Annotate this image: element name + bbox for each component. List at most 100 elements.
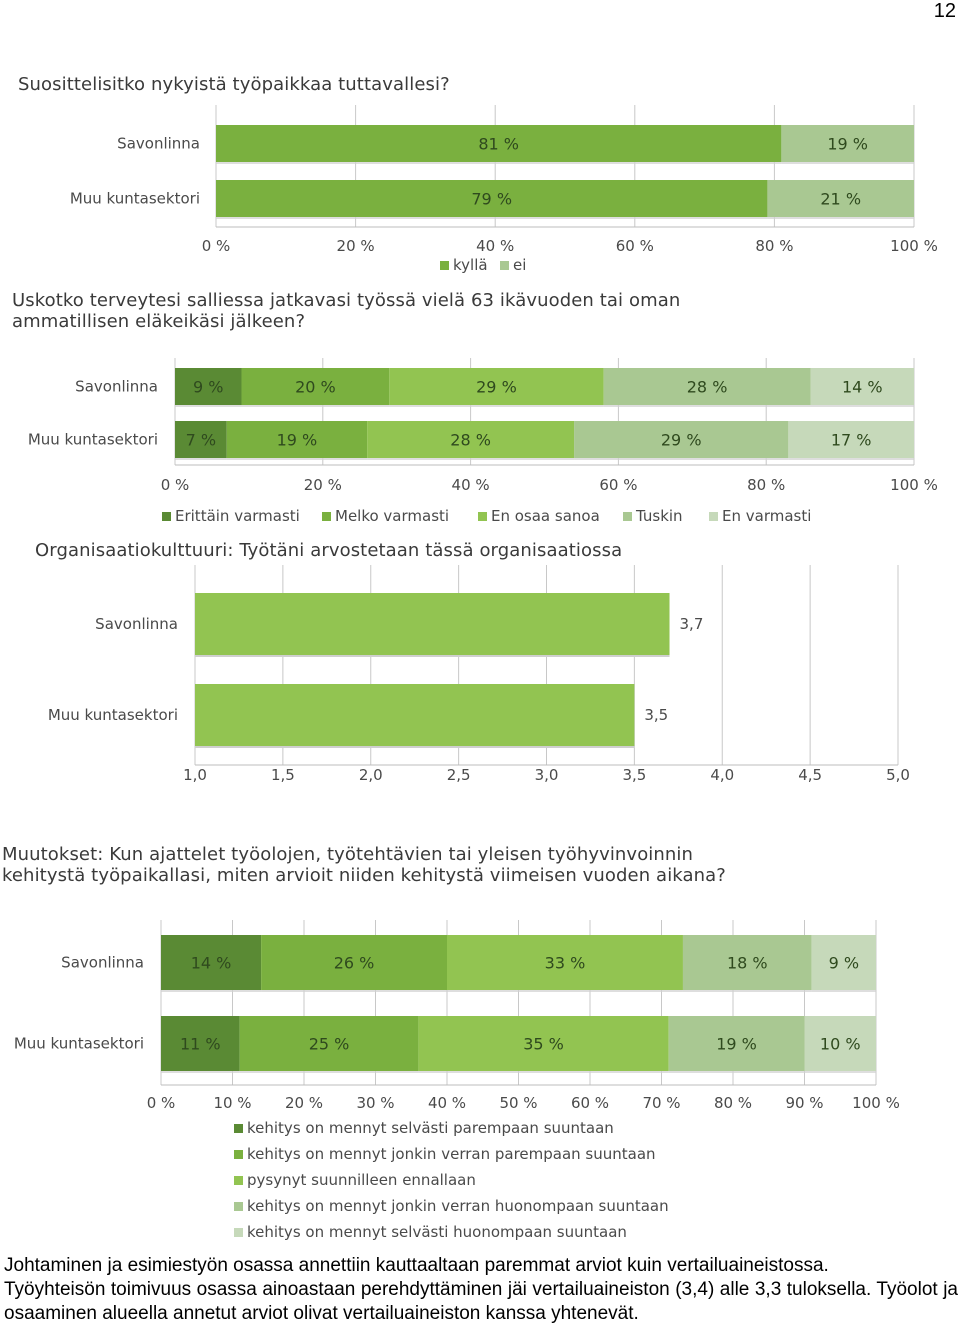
data-label: 19 %	[827, 135, 868, 154]
bar-shadow	[216, 162, 782, 164]
chart-2-title: Uskotko terveytesi salliessa jatkavasi t…	[12, 290, 681, 332]
chart-3-appreciation: 1,0 1,5 2,0 2,5 3,0 3,5 4,0 4,5 5,0 Savonlinna Muu…	[48, 565, 910, 784]
data-label: 14 %	[842, 378, 883, 397]
x-tick-label: 2,5	[447, 766, 471, 784]
bar-shadow	[195, 655, 670, 657]
bar-shadow	[226, 458, 368, 460]
x-tick-label: 70 %	[642, 1094, 680, 1112]
bar-segment	[781, 125, 914, 162]
legend-swatch	[322, 512, 331, 521]
legend-label: kehitys on mennyt selvästi huonompaan su…	[247, 1223, 627, 1241]
bar-segment	[216, 125, 782, 162]
bar-segment	[216, 180, 768, 217]
bar-segment	[788, 421, 914, 458]
x-tick-label: 0 %	[161, 476, 190, 494]
data-label: 14 %	[191, 954, 232, 973]
bar-segment	[810, 368, 914, 405]
data-label: 21 %	[820, 190, 861, 209]
data-label: 9 %	[829, 954, 859, 973]
legend-swatch	[440, 261, 449, 270]
bar-segment	[811, 935, 876, 990]
chart-1-title: Suosittelisitko nykyistä työpaikkaa tutt…	[18, 74, 450, 95]
bar-shadow	[195, 746, 635, 748]
chart-1-recommend: 0 % 20 % 40 % 60 % 80 % 100 % Savonlinna Muu ku…	[70, 105, 938, 274]
bar	[195, 593, 670, 655]
bar-segment	[574, 421, 789, 458]
data-label: 33 %	[545, 954, 586, 973]
data-label: 7 %	[186, 431, 216, 450]
x-tick-label: 0 %	[202, 237, 231, 255]
category-label: Savonlinna	[117, 135, 200, 153]
bar-segment	[241, 368, 390, 405]
chart-4-title: Muutokset: Kun ajattelet työolojen, työt…	[2, 844, 726, 886]
bar-shadow	[175, 458, 227, 460]
data-label: 35 %	[523, 1035, 564, 1054]
x-tick-label: 100 %	[890, 476, 938, 494]
legend-swatch	[623, 512, 632, 521]
legend-label: pysynyt suunnilleen ennallaan	[247, 1171, 476, 1189]
bar-shadow	[447, 990, 683, 992]
legend-swatch	[234, 1228, 243, 1237]
data-label: 11 %	[180, 1035, 221, 1054]
x-tick-label: 20 %	[285, 1094, 323, 1112]
chart-2-continue-working: 0 % 20 % 40 % 60 % 80 % 100 % Savonlinna Muu ku…	[28, 358, 938, 525]
x-tick-label: 10 %	[213, 1094, 251, 1112]
bar-shadow	[811, 990, 876, 992]
data-label: 19 %	[716, 1035, 757, 1054]
bar-shadow	[804, 1071, 876, 1073]
bar-shadow	[241, 405, 390, 407]
x-tick-label: 90 %	[785, 1094, 823, 1112]
bar-segment	[603, 368, 811, 405]
legend-label: En varmasti	[722, 507, 811, 525]
category-label: Muu kuntasektori	[48, 706, 178, 724]
bar-shadow	[161, 1071, 240, 1073]
x-tick-label: 40 %	[452, 476, 490, 494]
data-label: 9 %	[193, 378, 223, 397]
data-label: 79 %	[471, 190, 512, 209]
legend-label: kyllä	[453, 256, 488, 274]
legend-swatch	[162, 512, 171, 521]
category-label: Muu kuntasektori	[70, 190, 200, 208]
legend-swatch	[478, 512, 487, 521]
data-label: 3,5	[644, 706, 668, 724]
body-text: Johtaminen ja esimiestyön osassa annetti…	[4, 1254, 958, 1326]
data-label: 18 %	[727, 954, 768, 973]
data-label: 25 %	[309, 1035, 350, 1054]
bar-shadow	[161, 990, 262, 992]
bar-segment	[367, 421, 575, 458]
bar-shadow	[261, 990, 447, 992]
legend-swatch	[234, 1150, 243, 1159]
x-tick-label: 4,0	[710, 766, 734, 784]
bar-shadow	[239, 1071, 419, 1073]
x-tick-label: 3,5	[622, 766, 646, 784]
chart-4-changes: 0 % 10 % 20 % 30 % 40 % 50 % 60 % 70 % 80 % 90 % 1…	[14, 920, 900, 1241]
x-tick-label: 80 %	[714, 1094, 752, 1112]
bar-segment	[175, 421, 227, 458]
legend-label: ei	[513, 256, 526, 274]
data-label: 29 %	[661, 431, 702, 450]
x-tick-label: 40 %	[428, 1094, 466, 1112]
category-label: Savonlinna	[95, 615, 178, 633]
x-tick-label: 1,0	[183, 766, 207, 784]
x-tick-label: 20 %	[304, 476, 342, 494]
x-tick-label: 60 %	[599, 476, 637, 494]
legend-label: kehitys on mennyt jonkin verran parempaa…	[247, 1145, 656, 1163]
data-label: 20 %	[295, 378, 336, 397]
bar-segment	[804, 1016, 876, 1071]
bar-shadow	[810, 405, 914, 407]
x-tick-label: 0 %	[147, 1094, 176, 1112]
bar-shadow	[767, 217, 914, 219]
legend-label: kehitys on mennyt jonkin verran huonompa…	[247, 1197, 669, 1215]
bar-segment	[161, 1016, 240, 1071]
bar-segment	[682, 935, 812, 990]
legend-swatch	[234, 1202, 243, 1211]
bar-segment	[767, 180, 914, 217]
bar-shadow	[574, 458, 789, 460]
body-paragraph-2: Työyhteisön toimivuus osassa ainoastaan …	[4, 1279, 958, 1324]
x-tick-label: 40 %	[476, 237, 514, 255]
x-tick-label: 100 %	[890, 237, 938, 255]
legend-swatch	[234, 1176, 243, 1185]
data-label: 28 %	[450, 431, 491, 450]
bar-shadow	[603, 405, 811, 407]
x-tick-label: 1,5	[271, 766, 295, 784]
